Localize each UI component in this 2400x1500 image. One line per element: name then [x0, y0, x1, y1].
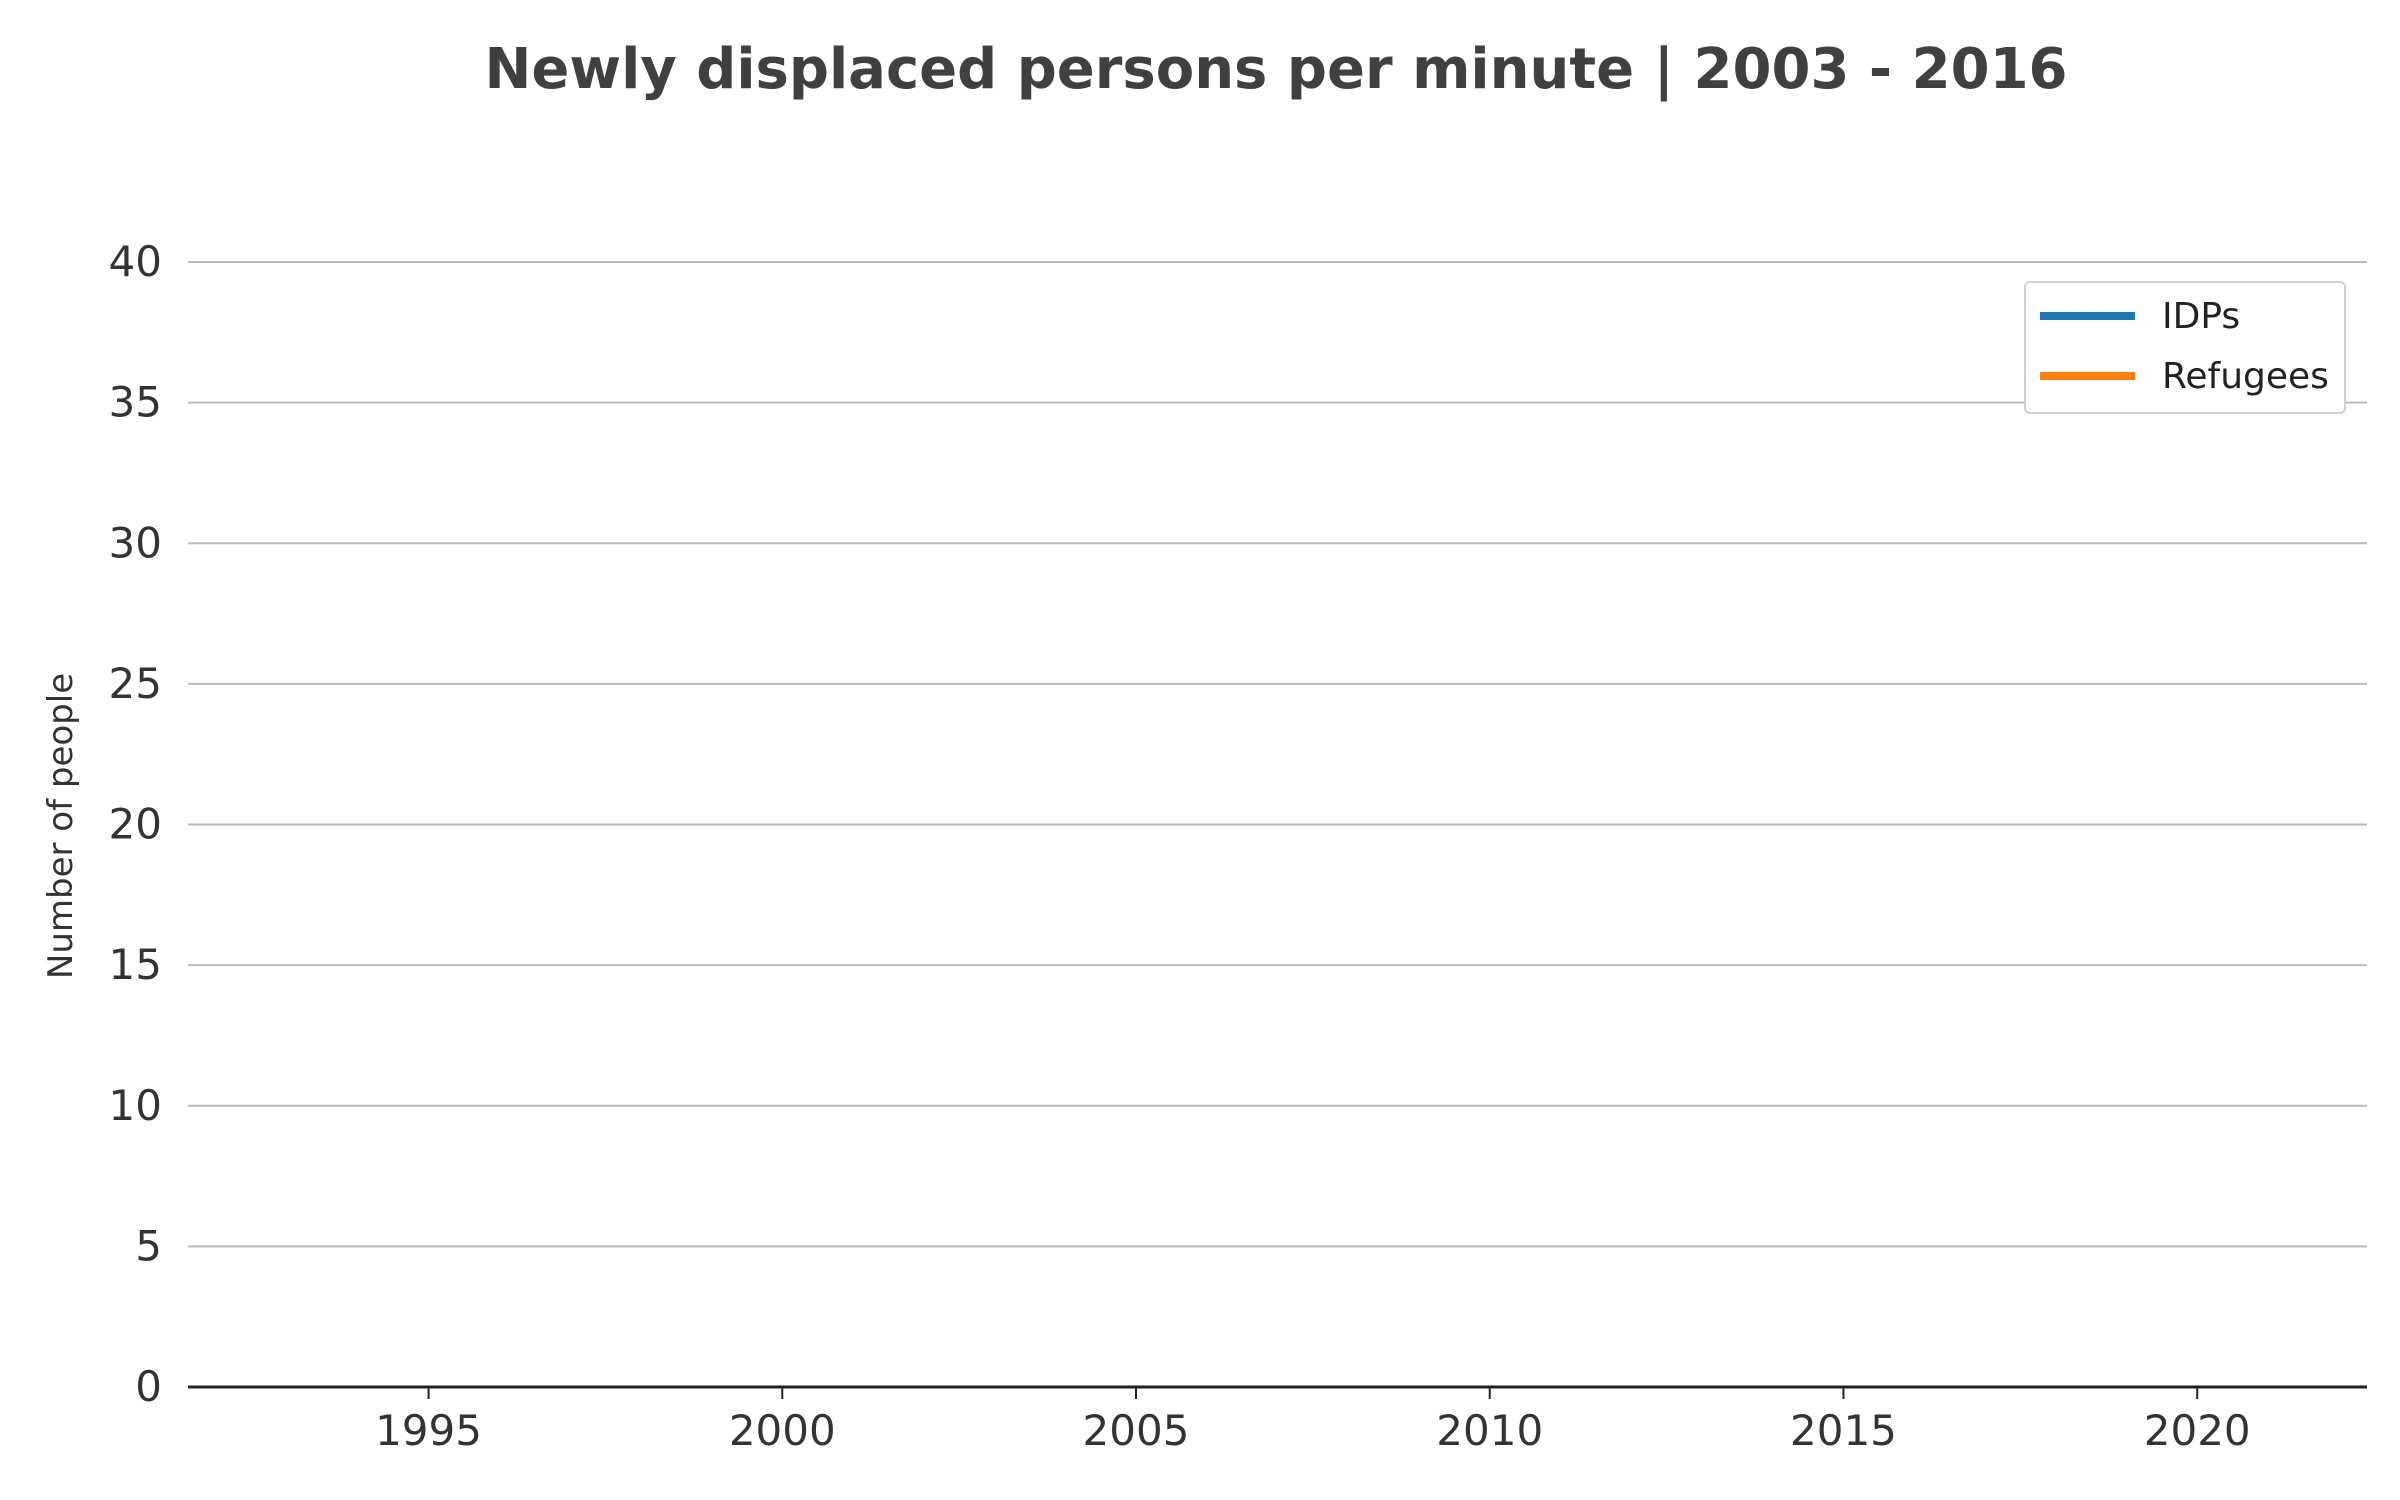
y-axis-label: Number of people	[41, 673, 81, 979]
x-tick-label: 2005	[1083, 1406, 1190, 1455]
y-tick-label: 40	[109, 237, 162, 286]
y-tick-label: 10	[109, 1081, 162, 1130]
legend-items: IDPs Refugees	[2040, 296, 2329, 397]
y-tick-label: 0	[135, 1362, 162, 1411]
x-tick-label: 2015	[1790, 1406, 1897, 1455]
y-tick-label: 35	[109, 378, 162, 427]
y-tick-label: 20	[109, 800, 162, 849]
legend: IDPs Refugees	[2024, 281, 2346, 414]
y-axis-ticks: 0 5 10 15 20 25 30 35 40	[109, 237, 162, 1411]
y-tick-label: 30	[109, 518, 162, 567]
grid-lines	[188, 261, 2367, 1248]
x-tick-label: 2020	[2144, 1406, 2251, 1455]
x-tick-label: 1995	[375, 1406, 482, 1455]
x-tick-label: 2000	[729, 1406, 836, 1455]
legend-label: IDPs	[2162, 296, 2240, 337]
chart-title: Newly displaced persons per minute | 200…	[484, 37, 2067, 102]
x-axis-ticks: 1995 2000 2005 2010 2015 2020	[375, 1387, 2251, 1455]
y-tick-label: 25	[109, 659, 162, 708]
x-tick-label: 2010	[1436, 1406, 1543, 1455]
legend-label: Refugees	[2162, 356, 2329, 397]
y-tick-label: 5	[135, 1221, 162, 1270]
y-tick-label: 15	[109, 940, 162, 989]
